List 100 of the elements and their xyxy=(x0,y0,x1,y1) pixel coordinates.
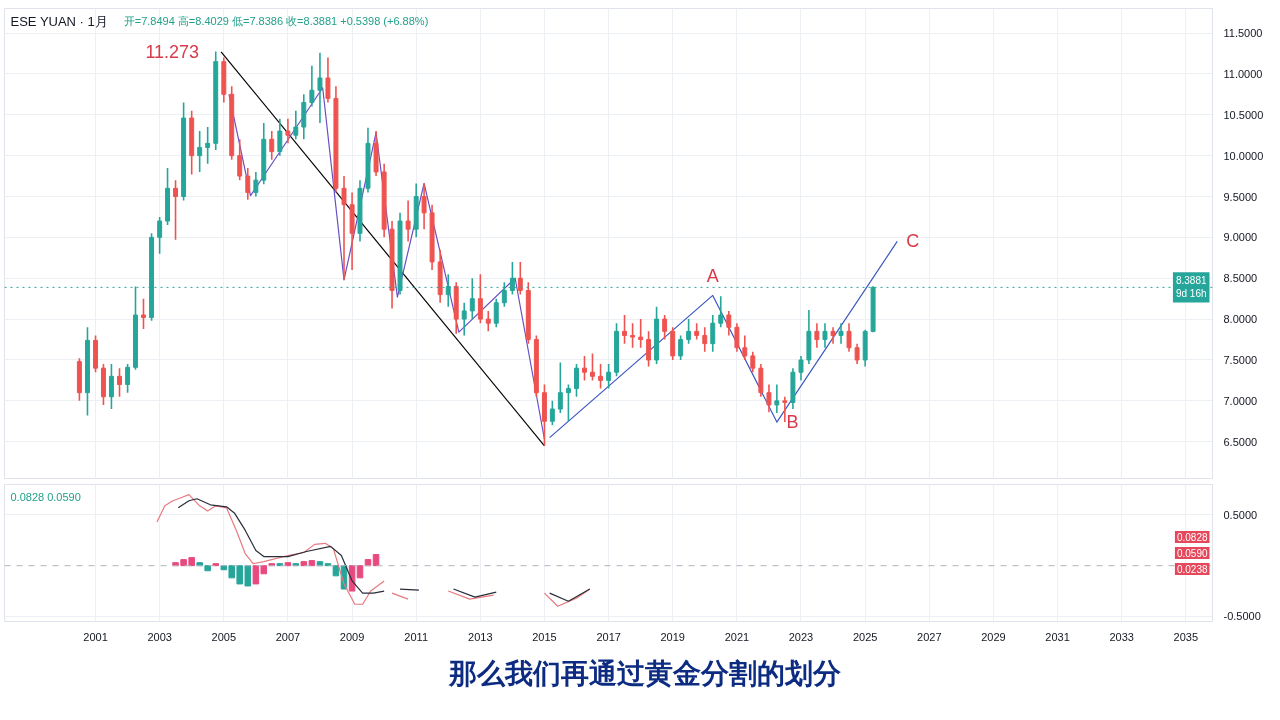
ref-line-label: 8.3881 9d 16h xyxy=(1175,275,1207,300)
candlestick xyxy=(702,326,708,353)
candlestick xyxy=(245,167,251,201)
candlestick xyxy=(854,342,860,365)
x-tick-label: 2023 xyxy=(788,630,814,643)
candlestick xyxy=(173,179,178,241)
candlestick xyxy=(205,126,211,165)
candlestick xyxy=(838,322,844,345)
candlestick xyxy=(253,171,259,198)
y-tick-label: 11.5000 xyxy=(1223,27,1263,40)
candlestick xyxy=(574,363,579,398)
x-tick-label: 2015 xyxy=(532,630,557,643)
candlestick xyxy=(646,330,652,368)
candlestick xyxy=(557,361,563,414)
x-tick-label: 2011 xyxy=(404,630,429,643)
candlestick xyxy=(822,322,828,349)
candlestick xyxy=(638,318,644,349)
x-tick-label: 2031 xyxy=(1045,630,1070,643)
y-tick-label: 10.5000 xyxy=(1223,108,1264,121)
candlestick xyxy=(750,351,756,374)
candlestick xyxy=(517,261,523,296)
candlestick xyxy=(293,109,299,141)
candlestick xyxy=(285,118,291,145)
annotation: C xyxy=(906,231,920,252)
candlestick xyxy=(814,322,820,349)
text: 0.0828 0.0590 xyxy=(10,490,81,503)
y-tick-label: 9.5000 xyxy=(1223,190,1258,203)
y-tick-label: 6.5000 xyxy=(1223,435,1258,448)
candlestick xyxy=(718,295,724,329)
candlestick xyxy=(678,334,684,361)
candlestick xyxy=(461,301,467,337)
candlestick xyxy=(598,363,604,390)
x-tick-label: 2033 xyxy=(1109,630,1134,643)
candlestick xyxy=(606,363,612,390)
x-tick-label: 2035 xyxy=(1173,630,1199,643)
x-tick-label: 2007 xyxy=(275,630,301,643)
annotation: B xyxy=(786,412,799,433)
bar xyxy=(372,554,380,567)
bar xyxy=(284,562,292,567)
y-tick-label: 11.0000 xyxy=(1223,67,1263,80)
candlestick xyxy=(341,175,347,281)
candlestick xyxy=(317,51,323,124)
line-series xyxy=(549,240,898,439)
candlestick xyxy=(197,130,203,173)
candlestick xyxy=(405,199,411,243)
candlestick xyxy=(309,64,315,108)
candlestick xyxy=(830,326,836,345)
candlestick xyxy=(549,400,555,427)
candlestick xyxy=(108,363,114,410)
candlestick xyxy=(686,318,692,345)
y-tick-label: 10.0000 xyxy=(1223,149,1264,162)
candlestick xyxy=(421,182,427,230)
x-tick-label: 2013 xyxy=(468,630,493,643)
x-tick-label: 2027 xyxy=(917,630,942,643)
annotation: 11.273 xyxy=(145,42,200,63)
candlestick xyxy=(846,322,852,353)
candlestick xyxy=(141,297,146,330)
candlestick xyxy=(742,334,748,361)
annotation: A xyxy=(706,265,719,286)
candlestick xyxy=(630,322,636,349)
candlestick xyxy=(622,314,627,345)
y-tick-label: 7.0000 xyxy=(1223,394,1258,407)
candlestick xyxy=(237,138,243,181)
candlestick xyxy=(734,322,740,353)
candlestick xyxy=(493,297,499,329)
y-tick-label: 9.0000 xyxy=(1223,231,1258,244)
y-tick-label: 7.5000 xyxy=(1223,353,1258,366)
candlestick xyxy=(325,56,331,104)
x-tick-label: 2021 xyxy=(724,630,750,643)
candlestick xyxy=(782,395,788,423)
x-tick-label: 2009 xyxy=(339,630,365,643)
candlestick xyxy=(774,383,780,414)
candlestick xyxy=(565,383,571,423)
text: 那么我们再通过黄金分割的划分 xyxy=(449,657,841,691)
candlestick xyxy=(662,314,668,341)
x-tick-label: 2001 xyxy=(83,630,108,643)
text: 开=7.8494 高=8.4029 低=7.8386 收=8.3881 +0.5398 (+6.88%) xyxy=(123,14,429,27)
x-tick-label: 2025 xyxy=(852,630,878,643)
y-tick-label: 8.0000 xyxy=(1223,313,1258,326)
bar xyxy=(204,565,211,572)
annotation: 0.0238 xyxy=(1176,564,1208,575)
candlestick xyxy=(710,314,716,353)
chart-title: ESE YUAN · 1月 xyxy=(10,13,108,29)
annotation: 0.0590 xyxy=(1176,548,1208,559)
candlestick xyxy=(582,355,587,382)
x-tick-label: 2005 xyxy=(211,630,237,643)
x-tick-label: 2003 xyxy=(147,630,172,643)
candlestick xyxy=(117,367,122,398)
candlestick xyxy=(157,216,163,255)
candlestick xyxy=(766,383,772,414)
x-tick-label: 2029 xyxy=(981,630,1006,643)
candlestick xyxy=(269,130,275,161)
candlestick xyxy=(726,310,732,337)
y-tick-label: 8.5000 xyxy=(1223,272,1258,285)
candlestick xyxy=(277,118,283,157)
candlestick xyxy=(798,355,804,382)
annotation: 0.0828 xyxy=(1176,532,1208,543)
candlestick xyxy=(477,273,483,324)
y-tick-label: 0.5000 xyxy=(1223,508,1258,521)
x-tick-label: 2019 xyxy=(660,630,685,643)
